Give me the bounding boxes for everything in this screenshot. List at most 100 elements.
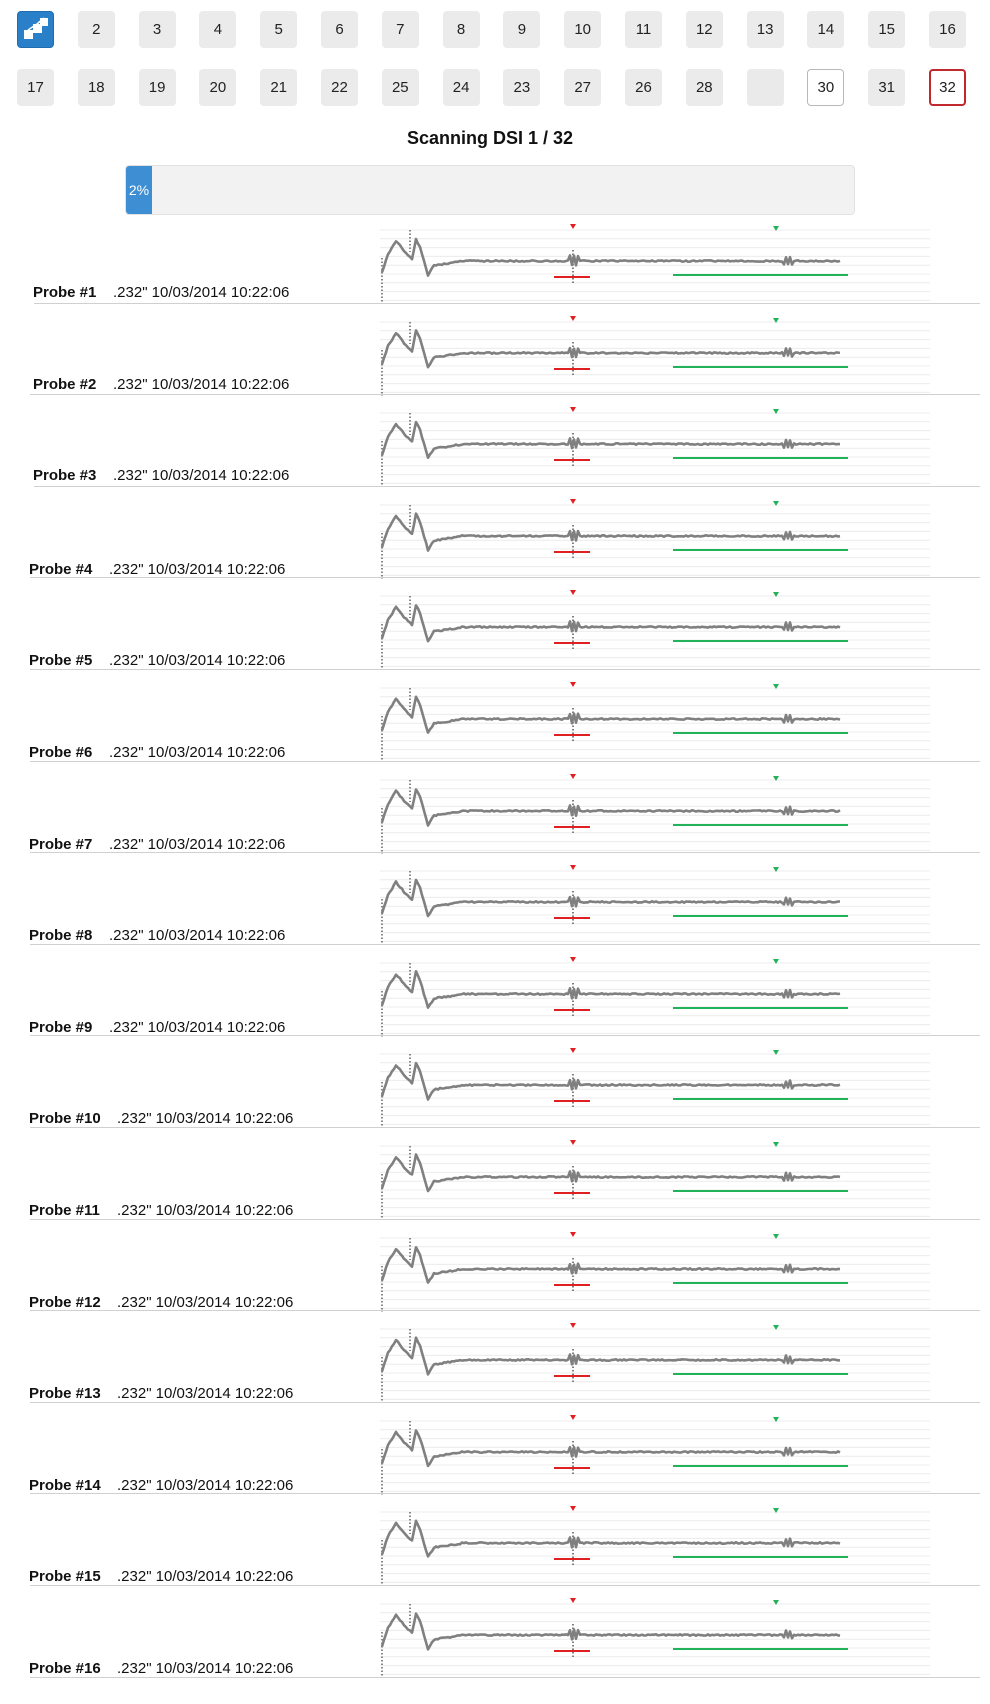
channel-button-28[interactable]: 28 [685, 69, 723, 106]
probe-signal-chart [380, 865, 930, 946]
chart-gridlines [380, 687, 930, 759]
signal-trace [380, 1245, 841, 1284]
green-gate-marker [773, 1050, 779, 1056]
channel-selector-grid: 2 3 4 5 6 7 8 9 10 11 12 13 14 15 16 17 18 19 20 21 22 25 24 23… [0, 0, 990, 120]
scan-progress-fill [126, 166, 152, 214]
channel-button-31[interactable]: 31 [868, 69, 906, 106]
probe-row: Probe #2 .232" 10/03/2014 10:22:06 [0, 306, 990, 398]
channel-button-18[interactable]: 18 [77, 69, 115, 106]
signal-trace [380, 1336, 841, 1376]
row-divider [30, 1584, 980, 1586]
probe-chart-container [380, 1596, 940, 1684]
chart-gridlines [380, 229, 930, 301]
channel-button-12[interactable]: 12 [685, 11, 723, 48]
channel-button-20[interactable]: 20 [199, 69, 237, 106]
probe-label: Probe #14 [29, 1476, 101, 1494]
probe-chart-container [380, 1230, 940, 1318]
channel-button-3[interactable]: 3 [138, 11, 176, 48]
probe-chart-container [380, 1504, 940, 1592]
channel-button-4[interactable]: 4 [199, 11, 237, 48]
probe-label: Probe #13 [29, 1385, 101, 1403]
probe-info: .232" 10/03/2014 10:22:06 [117, 1476, 294, 1494]
channel-button-22[interactable]: 22 [321, 69, 358, 106]
signal-trace [380, 695, 841, 734]
channel-button-all[interactable] [17, 11, 54, 48]
channel-button-26[interactable]: 26 [625, 69, 662, 106]
channel-button-32[interactable]: 32 [929, 69, 966, 106]
probe-signal-chart [380, 1140, 930, 1220]
chart-gridlines [380, 870, 930, 943]
probe-label: Probe #10 [29, 1110, 101, 1128]
channel-button-8[interactable]: 8 [442, 11, 480, 48]
chart-left-axis [381, 1420, 411, 1495]
channel-button-6[interactable]: 6 [321, 11, 358, 48]
channel-button-23[interactable]: 23 [503, 69, 541, 106]
channel-button-16[interactable]: 16 [929, 11, 966, 48]
red-gate-marker [570, 956, 576, 962]
probe-signal-chart [380, 773, 930, 854]
channel-button-5[interactable]: 5 [260, 11, 298, 48]
green-gate-marker [773, 867, 779, 873]
probe-row: Probe #11 .232" 10/03/2014 10:22:06 [0, 1130, 990, 1222]
red-gate-marker [570, 1506, 576, 1512]
probe-signal-chart [380, 1231, 930, 1312]
probe-chart-container [380, 1138, 940, 1226]
channel-button-10[interactable]: 10 [564, 11, 602, 48]
probe-signal-chart [380, 1323, 930, 1404]
signal-trace [380, 1612, 841, 1651]
probe-chart-container [380, 863, 940, 951]
probe-signal-chart [380, 1598, 930, 1678]
green-gate-marker [773, 592, 779, 598]
chart-left-axis [381, 871, 411, 946]
probe-label: Probe #7 [29, 835, 93, 853]
chart-gridlines [380, 1328, 930, 1401]
channel-button-17[interactable]: 17 [17, 69, 54, 106]
probe-chart-container [380, 497, 940, 585]
channel-button-15[interactable]: 15 [868, 11, 906, 48]
signal-trace [380, 1519, 841, 1559]
red-gate-marker [570, 1231, 576, 1237]
red-gate-marker [570, 865, 576, 871]
channel-button-13[interactable]: 13 [746, 11, 784, 48]
channel-button-30[interactable]: 30 [807, 69, 845, 106]
signal-trace [380, 237, 841, 277]
green-gate-marker [773, 500, 779, 506]
probe-row: Probe #16 .232" 10/03/2014 10:22:06 [0, 1588, 990, 1680]
green-gate-marker [773, 1600, 779, 1605]
channel-button-19[interactable]: 19 [138, 69, 176, 106]
probe-signal-chart [380, 590, 930, 671]
probe-info: .232" 10/03/2014 10:22:06 [109, 835, 286, 853]
channel-button-27[interactable]: 27 [564, 69, 602, 106]
channel-button-empty[interactable] [746, 69, 784, 106]
green-gate-marker [773, 958, 779, 964]
probe-info: .232" 10/03/2014 10:22:06 [117, 1385, 294, 1403]
cube-network-icon [23, 17, 48, 39]
channel-button-11[interactable]: 11 [625, 11, 662, 48]
probe-chart-container [380, 955, 940, 1043]
channel-button-9[interactable]: 9 [503, 11, 541, 48]
channel-button-24[interactable]: 24 [442, 69, 480, 106]
probe-label: Probe #5 [29, 652, 93, 670]
red-gate-marker [570, 590, 576, 596]
probe-row: Probe #6 .232" 10/03/2014 10:22:06 [0, 672, 990, 764]
probe-info: .232" 10/03/2014 10:22:06 [113, 467, 290, 485]
probe-info: .232" 10/03/2014 10:22:06 [117, 1110, 294, 1128]
red-gate-marker [570, 315, 576, 321]
chart-left-axis [381, 962, 411, 1037]
channel-button-7[interactable]: 7 [381, 11, 419, 48]
channel-button-21[interactable]: 21 [260, 69, 298, 106]
chart-left-axis [381, 596, 411, 671]
channel-button-2[interactable]: 2 [77, 11, 115, 48]
channel-button-14[interactable]: 14 [807, 11, 845, 48]
probe-signal-chart [380, 1048, 930, 1129]
chart-gridlines [380, 1145, 930, 1217]
row-divider [30, 1676, 980, 1678]
probe-info: .232" 10/03/2014 10:22:06 [117, 1202, 294, 1219]
red-gate-marker [570, 407, 576, 413]
red-gate-marker [570, 1140, 576, 1145]
chart-gridlines [380, 779, 930, 851]
chart-gridlines [380, 1053, 930, 1126]
channel-button-25[interactable]: 25 [381, 69, 419, 106]
probe-chart-container [380, 772, 940, 860]
